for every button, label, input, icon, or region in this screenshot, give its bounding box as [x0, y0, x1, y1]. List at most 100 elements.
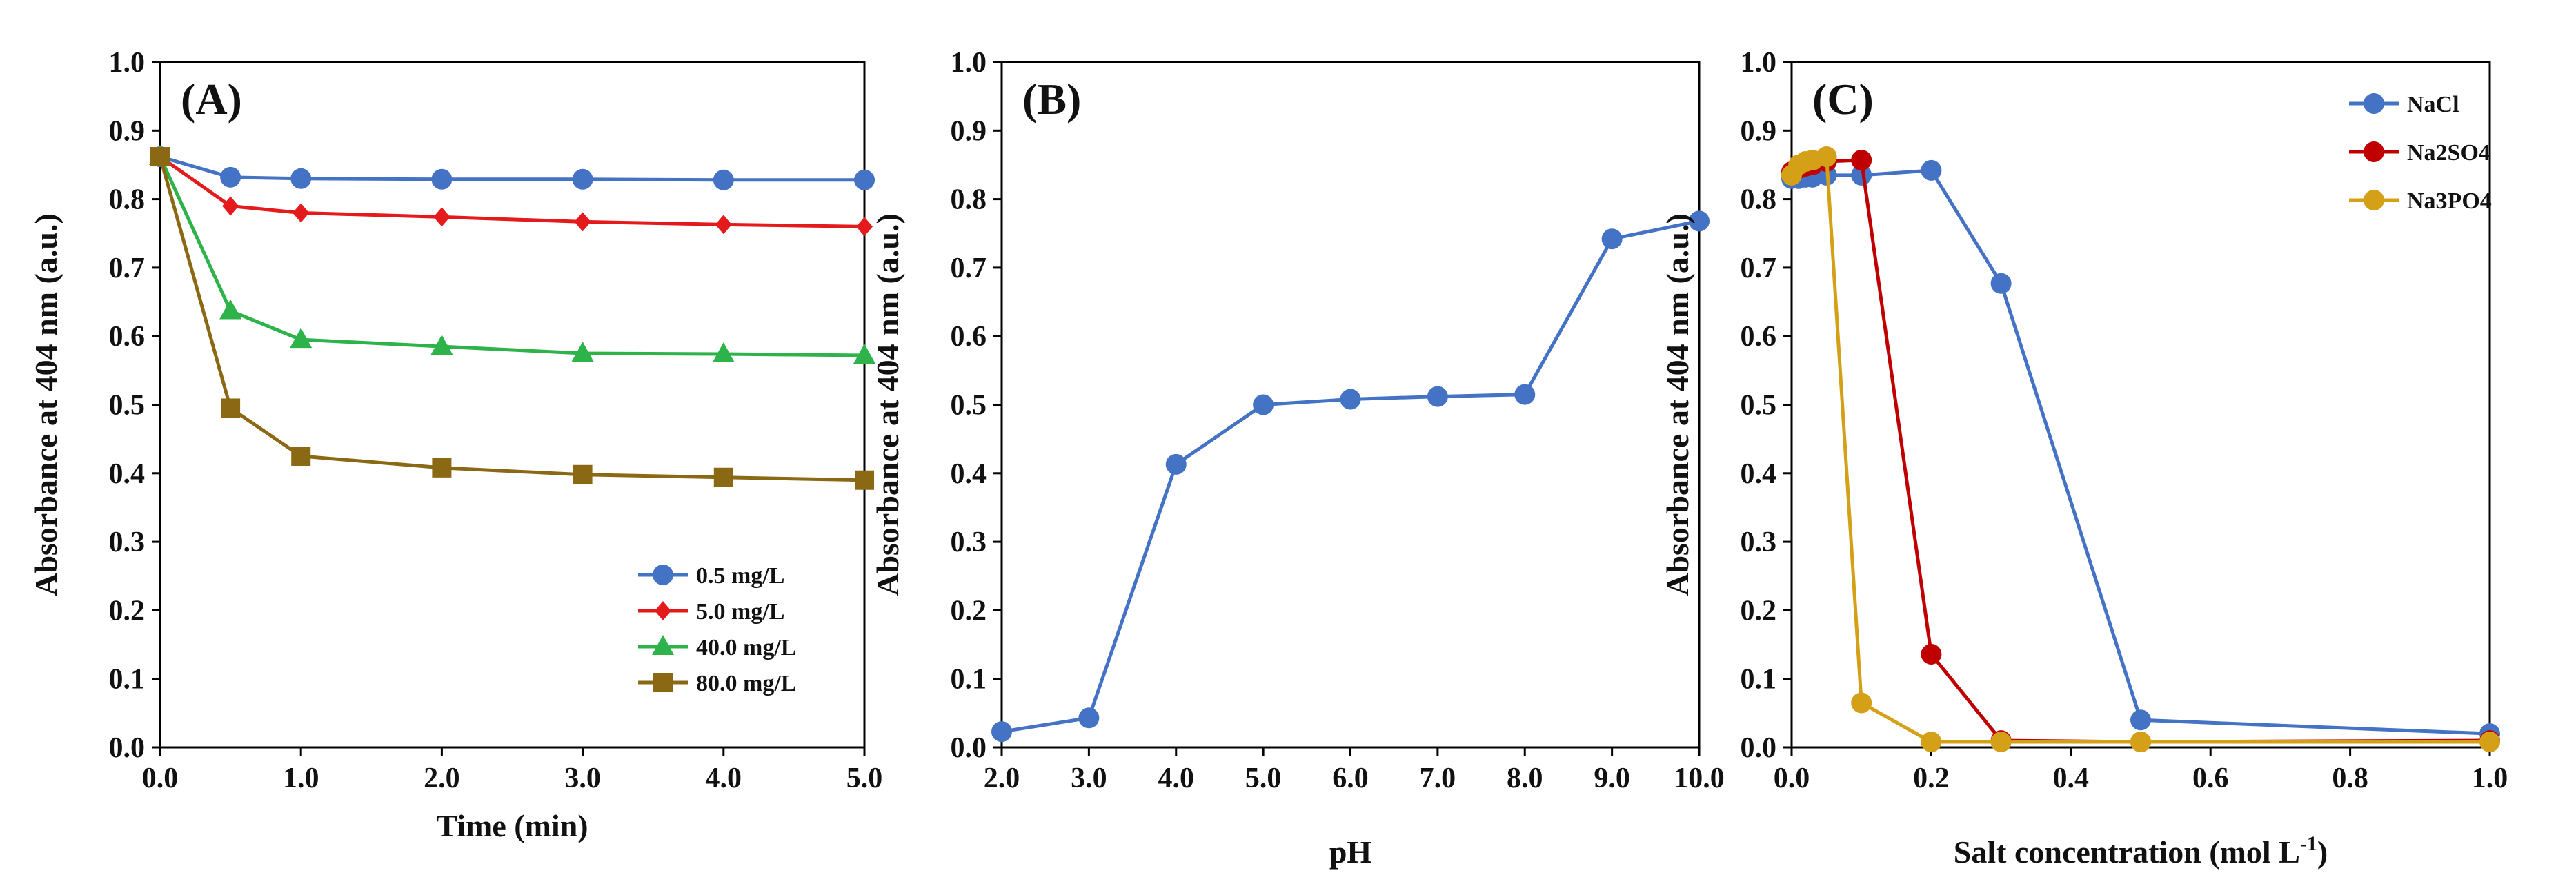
x-tick-label-A: 1.0: [283, 763, 319, 794]
data-point-A-0: [854, 169, 875, 190]
y-tick-label-B: 0.4: [951, 458, 987, 490]
data-point-C-0: [2130, 709, 2151, 731]
panel-label-B: (B): [1022, 75, 1081, 124]
y-tick-label-B: 0.5: [951, 390, 987, 422]
series-C-2: [1781, 146, 2500, 753]
y-tick-label-A: 0.0: [109, 732, 146, 764]
panel-label-A: (A): [181, 75, 242, 124]
data-point-A-3: [855, 470, 874, 490]
data-point-C-2: [1851, 692, 1872, 714]
data-point-A-1: [293, 203, 310, 223]
x-axis-title-C: Salt concentration (mol L-1): [1954, 832, 2328, 870]
y-tick-label-C: 1.0: [1741, 47, 1777, 79]
y-tick-label-A: 0.7: [109, 253, 146, 284]
data-point-A-1: [574, 212, 591, 232]
x-tick-label-B: 6.0: [1332, 763, 1369, 794]
legend-label-A-3: 80.0 mg/L: [696, 671, 796, 696]
y-tick-label-C: 0.7: [1741, 253, 1777, 284]
x-tick-label-C: 0.0: [1774, 763, 1810, 794]
x-tick-label-C: 0.2: [1913, 763, 1950, 794]
data-point-A-2: [853, 344, 875, 364]
y-tick-label-A: 0.9: [109, 115, 146, 147]
data-point-B-0: [1689, 210, 1710, 232]
series-B-0: [991, 210, 1710, 743]
x-tick-label-B: 5.0: [1245, 763, 1282, 794]
data-point-A-0: [572, 168, 593, 190]
x-tick-label-A: 4.0: [706, 763, 742, 794]
data-point-A-3: [573, 464, 593, 484]
data-point-C-2: [1990, 732, 2012, 753]
y-axis-title-C: Absorbance at 404 nm (a.u.): [1660, 213, 1695, 596]
data-point-C-1: [1851, 149, 1872, 170]
legend-C: NaCl Na2SO4 Na3PO4: [2349, 92, 2492, 214]
x-tick-label-B: 3.0: [1071, 763, 1107, 794]
y-tick-label-C: 0.2: [1741, 595, 1777, 627]
series-line-C-2: [1790, 154, 2490, 744]
x-tick-label-B: 7.0: [1420, 763, 1456, 794]
legend-label-C-2: Na3PO4: [2407, 188, 2492, 214]
data-point-A-2: [712, 342, 735, 363]
series-line-A-2: [158, 155, 865, 357]
series-A-0: [150, 146, 875, 190]
data-point-C-2: [1816, 146, 1837, 168]
legend-marker-A-3: [653, 673, 673, 692]
x-tick-label-A: 0.0: [142, 763, 179, 794]
panel-label-C: (C): [1812, 75, 1874, 124]
x-tick-label-A: 5.0: [846, 763, 883, 794]
y-tick-label-B: 0.6: [951, 321, 987, 353]
series-A-3: [150, 147, 874, 490]
x-axis-title-A: Time (min): [436, 808, 588, 843]
x-tick-label-B: 9.0: [1594, 763, 1630, 794]
legend-marker-A-0: [653, 565, 673, 585]
x-tick-label-B: 4.0: [1158, 763, 1195, 794]
data-point-B-0: [991, 721, 1012, 743]
data-point-C-2: [2130, 732, 2151, 753]
y-tick-label-A: 1.0: [109, 47, 146, 79]
legend-marker-C-0: [2364, 93, 2384, 114]
x-tick-label-C: 0.6: [2192, 763, 2229, 794]
y-tick-label-B: 0.0: [951, 732, 987, 764]
data-point-A-0: [220, 166, 241, 188]
data-point-B-0: [1514, 384, 1536, 405]
y-tick-label-B: 0.1: [951, 664, 987, 696]
data-point-A-1: [433, 207, 450, 227]
series-line-C-1: [1790, 158, 2490, 744]
data-point-A-2: [571, 342, 594, 362]
data-point-A-3: [432, 458, 452, 478]
x-tick-label-B: 10.0: [1674, 763, 1725, 794]
legend-A: 0.5 mg/L 5.0 mg/L 40.0 mg/L 80.0 mg/L: [638, 563, 796, 696]
y-tick-label-B: 0.3: [951, 527, 987, 558]
x-tick-label-A: 3.0: [564, 763, 601, 794]
y-tick-label-C: 0.4: [1741, 458, 1777, 490]
legend-marker-C-1: [2364, 141, 2384, 162]
x-tick-label-A: 2.0: [424, 763, 460, 794]
x-tick-label-C: 0.8: [2332, 763, 2368, 794]
y-tick-label-A: 0.4: [109, 458, 146, 490]
y-tick-label-C: 0.3: [1741, 527, 1777, 558]
data-point-C-2: [2479, 732, 2500, 753]
legend-marker-A-1: [655, 601, 671, 620]
data-point-A-3: [713, 467, 733, 487]
y-tick-label-A: 0.2: [109, 595, 146, 627]
legend-label-C-1: Na2SO4: [2407, 140, 2490, 166]
y-tick-label-A: 0.1: [109, 664, 146, 696]
y-tick-label-C: 0.6: [1741, 321, 1777, 353]
data-point-A-3: [221, 398, 241, 418]
legend-marker-C-2: [2364, 190, 2384, 210]
y-axis-title-B: Absorbance at 404 nm (a.u.): [870, 213, 905, 596]
data-point-B-0: [1601, 228, 1623, 250]
data-point-C-2: [1921, 732, 1942, 753]
data-point-B-0: [1340, 389, 1361, 410]
panel-B: 0.0 0.1 0.2 0.3 0.4 0.5 0.6 0.7 0.8 0.9 1.0 2.0 3.0 4…: [870, 47, 1725, 870]
x-tick-label-C: 1.0: [2472, 763, 2508, 794]
series-line-B-0: [1001, 219, 1700, 734]
y-tick-label-B: 0.7: [951, 253, 987, 284]
data-point-B-0: [1165, 453, 1187, 475]
series-C-1: [1781, 149, 2500, 753]
y-tick-label-C: 0.0: [1741, 732, 1777, 764]
series-line-A-3: [158, 156, 865, 482]
data-point-A-3: [291, 446, 311, 466]
data-point-C-0: [1921, 159, 1942, 181]
y-tick-label-C: 0.5: [1741, 390, 1777, 422]
y-tick-label-A: 0.3: [109, 527, 146, 558]
